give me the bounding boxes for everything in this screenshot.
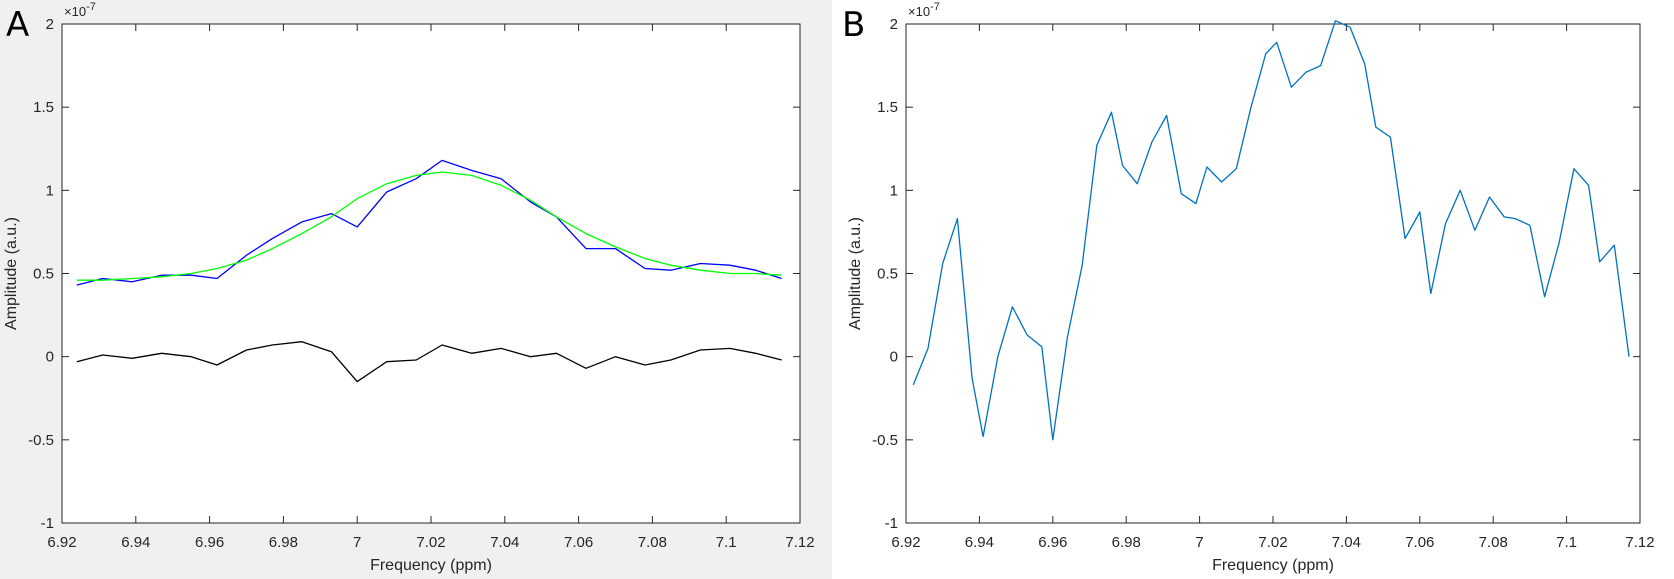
y-tick-label: 2 [46, 16, 54, 33]
y-exponent-base: ×10 [64, 4, 86, 19]
series-line-0 [76, 159, 782, 286]
x-tick-label: 7.04 [1332, 534, 1361, 551]
y-tick-label: 1 [890, 182, 898, 199]
y-tick-label: -1 [41, 515, 54, 532]
x-tick-label: 7.06 [564, 534, 593, 551]
x-tick-label: 7.12 [1625, 534, 1654, 551]
series-line-0 [912, 20, 1630, 441]
x-tick-label: 7.02 [1258, 534, 1287, 551]
x-tick-label: 7.02 [416, 534, 445, 551]
y-tick-label: 2 [890, 16, 898, 33]
x-tick-label: 6.98 [269, 534, 298, 551]
x-tick-label: 7.04 [490, 534, 519, 551]
panel-a: 6.92 6.94 6.96 6.98 7 7.02 7.04 7.06 7.08 7.1 7.12… [3, 1, 815, 574]
y-tick-label: 0.5 [33, 266, 54, 283]
y-tick-label: -0.5 [28, 432, 54, 449]
y-tick-label: -1 [885, 515, 898, 532]
x-axis-label: Frequency (ppm) [1212, 557, 1334, 574]
series-line-1 [76, 171, 782, 281]
y-exponent-label: ×10-7 [64, 1, 96, 19]
y-exponent-label: ×10-7 [908, 1, 940, 19]
y-exponent-power: -7 [86, 1, 96, 13]
x-tick-label: 6.94 [121, 534, 150, 551]
panel-letter: A [6, 5, 29, 45]
x-tick-label: 7 [1195, 534, 1203, 551]
x-tick-label: 7.12 [785, 534, 814, 551]
y-tick-label: 1.5 [33, 99, 54, 116]
x-tick-label: 6.96 [195, 534, 224, 551]
y-tick-label: 1 [46, 182, 54, 199]
x-tick-label: 6.92 [47, 534, 76, 551]
x-tick-label: 7 [353, 534, 361, 551]
x-tick-label: 7.1 [716, 534, 737, 551]
x-axis-label: Frequency (ppm) [370, 557, 492, 574]
plot-area [61, 23, 801, 524]
x-tick-label: 6.92 [891, 534, 920, 551]
panel-b: 6.92 6.94 6.96 6.98 7 7.02 7.04 7.06 7.08 7.1 7.12… [842, 1, 1655, 574]
plot-area [905, 23, 1641, 524]
y-axis-label: Amplitude (a.u.) [847, 217, 864, 330]
x-tick-label: 7.1 [1556, 534, 1577, 551]
y-tick-label: 0 [890, 349, 898, 366]
y-exponent-base: ×10 [908, 4, 930, 19]
panel-letter: B [842, 5, 865, 45]
y-exponent-power: -7 [930, 1, 940, 13]
y-axis-label: Amplitude (a.u.) [3, 217, 20, 330]
series-line-2 [76, 341, 782, 383]
x-tick-label: 7.06 [1405, 534, 1434, 551]
x-tick-label: 6.98 [1112, 534, 1141, 551]
y-tick-label: 0.5 [877, 266, 898, 283]
y-tick-label: 1.5 [877, 99, 898, 116]
y-tick-label: 0 [46, 349, 54, 366]
x-tick-label: 7.08 [638, 534, 667, 551]
x-tick-label: 6.94 [965, 534, 994, 551]
x-tick-label: 6.96 [1038, 534, 1067, 551]
x-tick-label: 7.08 [1479, 534, 1508, 551]
y-tick-label: -0.5 [872, 432, 898, 449]
